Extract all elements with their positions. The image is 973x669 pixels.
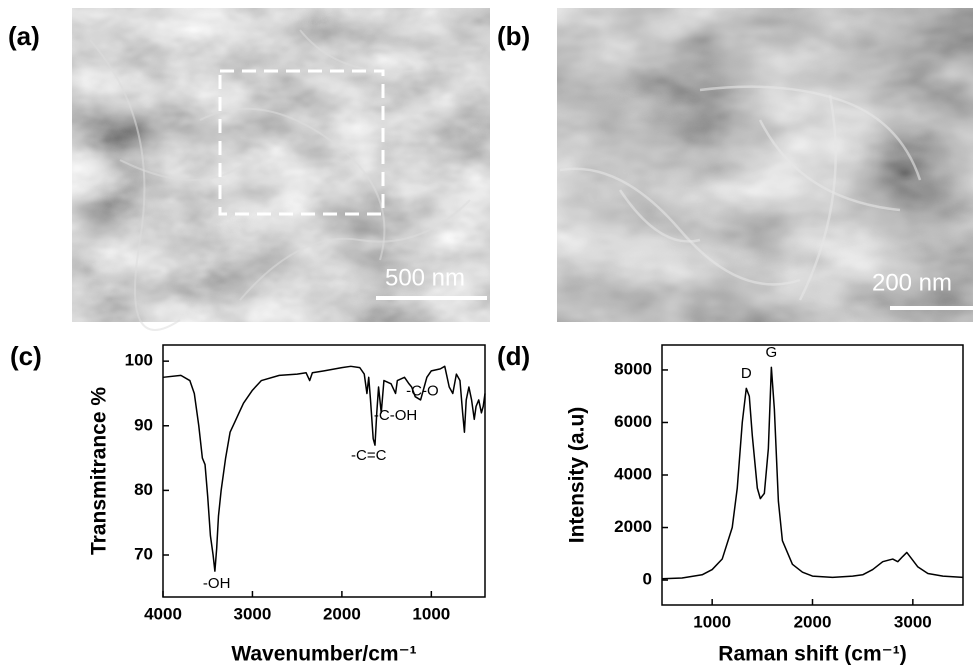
panel-label: (b) xyxy=(497,21,530,51)
x-tick-label: 1000 xyxy=(412,604,450,623)
sem-image-b: 200 nm xyxy=(557,8,973,322)
peak-annotation: D xyxy=(741,365,752,382)
scale-bar-label: 200 nm xyxy=(872,269,952,296)
y-axis-label: Transmitrance % xyxy=(88,387,111,555)
y-tick-label: 100 xyxy=(125,351,153,370)
x-tick-label: 3000 xyxy=(234,604,272,623)
panel-label: (a) xyxy=(8,21,40,51)
x-tick-label: 1000 xyxy=(693,612,731,631)
peak-annotation: -OH xyxy=(203,575,231,592)
scale-bar-label: 500 nm xyxy=(385,264,465,291)
y-tick-label: 80 xyxy=(134,480,153,499)
figure: 500 nm 200 nm (a) (b) 70 80 90 100 4000 3000 2… xyxy=(0,0,973,669)
y-tick-label: 2000 xyxy=(614,517,652,536)
y-tick-label: 4000 xyxy=(614,464,652,483)
y-axis-label: Intensity (a.u) xyxy=(566,407,589,544)
panel-label: (c) xyxy=(10,341,42,371)
data-line xyxy=(662,367,963,578)
x-axis-label: Raman shift (cm⁻¹) xyxy=(718,643,906,666)
figure-svg: 500 nm 200 nm (a) (b) 70 80 90 100 4000 3000 2… xyxy=(0,0,973,669)
panel-label: (d) xyxy=(497,341,530,371)
peak-annotation: G xyxy=(766,344,778,361)
x-axis-label: Wavenumber/cm⁻¹ xyxy=(231,643,416,666)
peak-annotation: -C-OH xyxy=(374,407,417,424)
peak-annotation: -C=C xyxy=(351,447,387,464)
y-tick-label: 70 xyxy=(134,544,153,563)
y-tick-label: 8000 xyxy=(614,359,652,378)
x-tick-label: 2000 xyxy=(794,612,832,631)
y-tick-label: 90 xyxy=(134,415,153,434)
peak-annotation: -C-O xyxy=(406,382,439,399)
x-tick-label: 3000 xyxy=(894,612,932,631)
y-tick-label: 6000 xyxy=(614,412,652,431)
x-tick-label: 2000 xyxy=(323,604,361,623)
x-tick-label: 4000 xyxy=(144,604,182,623)
y-tick-label: 0 xyxy=(643,570,652,589)
sem-image-a: 500 nm xyxy=(72,8,490,330)
